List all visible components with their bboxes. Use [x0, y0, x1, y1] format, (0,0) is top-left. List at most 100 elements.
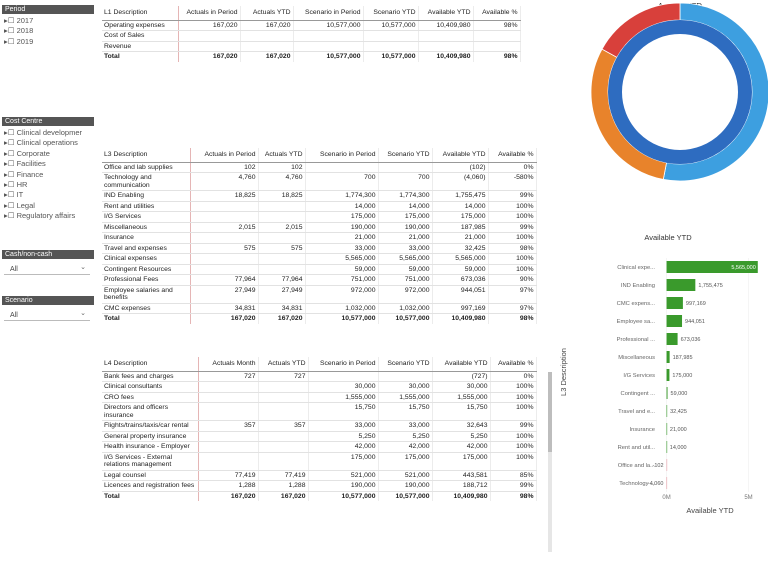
table-cell: 100% — [490, 392, 537, 403]
filter-item[interactable]: ▸☐ Regulatory affairs — [4, 211, 76, 221]
total-cell: 98% — [473, 51, 521, 62]
table-cell: 167,020 — [178, 20, 241, 31]
table-row: Rent and utilities 14,000 14,000 14,000 100% — [102, 201, 537, 212]
value-label: 944,051 — [685, 319, 705, 325]
category-label: Insurance — [630, 427, 655, 433]
total-cell: Total — [102, 51, 179, 62]
table-cell: 85% — [490, 470, 537, 481]
filter-item-label: Corporate — [16, 148, 50, 158]
table-row: Directors and officers insurance 15,750 15… — [102, 402, 537, 421]
table-cell: 15,750 — [378, 402, 433, 421]
table-cell — [418, 41, 474, 52]
table-cell: 1,288 — [258, 480, 309, 492]
category-label: IND Enabling — [621, 283, 655, 289]
chart-title: Available YTD — [644, 233, 692, 242]
donut-slice — [590, 48, 667, 180]
total-cell: Total — [102, 313, 191, 324]
table-cell: 42,000 — [308, 441, 379, 453]
table-cell: Bank fees and charges — [102, 371, 199, 382]
l4-table: L4 Description Actuals Month Actuals YTD Sc… — [102, 357, 537, 501]
bar — [666, 477, 668, 489]
table-cell — [198, 431, 259, 442]
total-row: Total 167,020 167,020 10,577,000 10,577,000 1… — [102, 313, 537, 324]
category-label: CMC expens... — [617, 301, 656, 307]
data-table: L4 Description Actuals Month Actuals YTD Sc… — [102, 357, 537, 501]
table-cell: Licences and registration fees — [102, 480, 199, 492]
table-cell: 77,964 — [258, 274, 306, 286]
table-cell: 33,000 — [378, 243, 433, 254]
table-cell — [293, 30, 364, 42]
total-row: Total 167,020 167,020 10,577,000 10,577,000 1… — [102, 51, 521, 62]
filter-item[interactable]: ▸☐ 2018 — [4, 26, 34, 36]
table-cell: 15,750 — [432, 402, 491, 421]
table-row: Clinical consultants 30,000 30,000 30,000 10… — [102, 381, 537, 393]
table-cell: 727 — [258, 371, 309, 382]
table-cell — [473, 41, 521, 52]
table-cell: 521,000 — [308, 470, 379, 481]
table-row: IND Enabling 18,825 18,825 1,774,300 1,774,3… — [102, 190, 537, 202]
table-cell: Rent and utilities — [102, 201, 191, 212]
table-cell: 21,000 — [432, 232, 489, 244]
table-cell: 27,949 — [190, 285, 259, 304]
table-cell — [378, 371, 433, 382]
filter-item[interactable]: ▸☐ Clinical operations — [4, 138, 78, 148]
table-row: Technology and communication 4,760 4,760 70… — [102, 172, 537, 191]
table-cell: 727 — [198, 371, 259, 382]
bar — [666, 315, 683, 327]
filter-item[interactable]: ▸☐ 2017 — [4, 16, 34, 25]
table-cell — [258, 232, 306, 244]
table-cell: 90% — [488, 274, 537, 286]
bar — [666, 261, 758, 273]
table-cell: 59,000 — [432, 264, 489, 275]
scrollbar-track — [548, 372, 552, 552]
table-cell: Clinical consultants — [102, 381, 199, 393]
table-cell: Contingent Resources — [102, 264, 191, 275]
value-label: 59,000 — [671, 391, 688, 397]
bar — [666, 387, 668, 399]
table-row: Health insurance - Employer 42,000 42,000 4… — [102, 441, 537, 453]
table-cell: 100% — [490, 441, 537, 453]
column-header: Available % — [473, 6, 521, 21]
dropdown[interactable]: All — [4, 308, 90, 321]
total-cell: 10,577,000 — [378, 313, 433, 324]
table-cell: 751,000 — [378, 274, 433, 286]
value-label: -4,060 — [648, 481, 664, 487]
table-cell: 5,565,000 — [432, 253, 489, 265]
value-label: 5,565,000 — [731, 265, 755, 271]
filter-item-label: HR — [16, 180, 28, 189]
filter-item[interactable]: ▸☐ 2019 — [4, 36, 34, 46]
dropdown[interactable]: All — [4, 262, 90, 275]
table-cell: 34,831 — [190, 303, 259, 314]
table-row: I/G Services - External relations manage… — [102, 452, 537, 471]
filter-item[interactable]: ▸☐ Corporate — [4, 148, 50, 158]
y-axis-title: L3 Description — [559, 348, 568, 396]
table-cell: 190,000 — [378, 222, 433, 233]
filter-item[interactable]: ▸☐ IT — [4, 190, 24, 200]
category-label: Employee sa... — [617, 319, 656, 325]
filter-item[interactable]: ▸☐ Facilities — [4, 159, 46, 169]
table-cell: 30,000 — [308, 381, 379, 393]
donut-slice — [662, 2, 768, 182]
bar — [666, 441, 668, 453]
bar — [666, 333, 678, 345]
table-cell: 21,000 — [305, 232, 379, 244]
filter-item[interactable]: ▸☐ Clinical developmer — [4, 128, 83, 137]
filter-item[interactable]: ▸☐ Legal — [4, 200, 35, 210]
table-cell: Revenue — [102, 41, 179, 52]
table-cell: Cost of Sales — [102, 30, 179, 42]
table-row: Miscellaneous 2,015 2,015 190,000 190,000 187… — [102, 222, 537, 233]
table-row: Travel and expenses 575 575 33,000 33,000 32,… — [102, 243, 537, 254]
table-row: Insurance 21,000 21,000 21,000 100% — [102, 232, 537, 244]
filter-item[interactable]: ▸☐ HR — [4, 180, 28, 189]
total-cell: 167,020 — [178, 51, 241, 62]
table-cell: 99% — [488, 222, 537, 233]
filter-item[interactable]: ▸☐ Finance — [4, 169, 44, 179]
table-cell: 14,000 — [432, 201, 489, 212]
table-cell: 175,000 — [432, 211, 489, 223]
table-row: I/G Services 175,000 175,000 175,000 100% — [102, 211, 537, 223]
table-cell: Clinical expenses — [102, 253, 191, 265]
table-cell: 100% — [488, 264, 537, 275]
table-cell — [308, 371, 379, 382]
table-cell: 102 — [190, 162, 259, 173]
table-cell: 77,419 — [198, 470, 259, 481]
